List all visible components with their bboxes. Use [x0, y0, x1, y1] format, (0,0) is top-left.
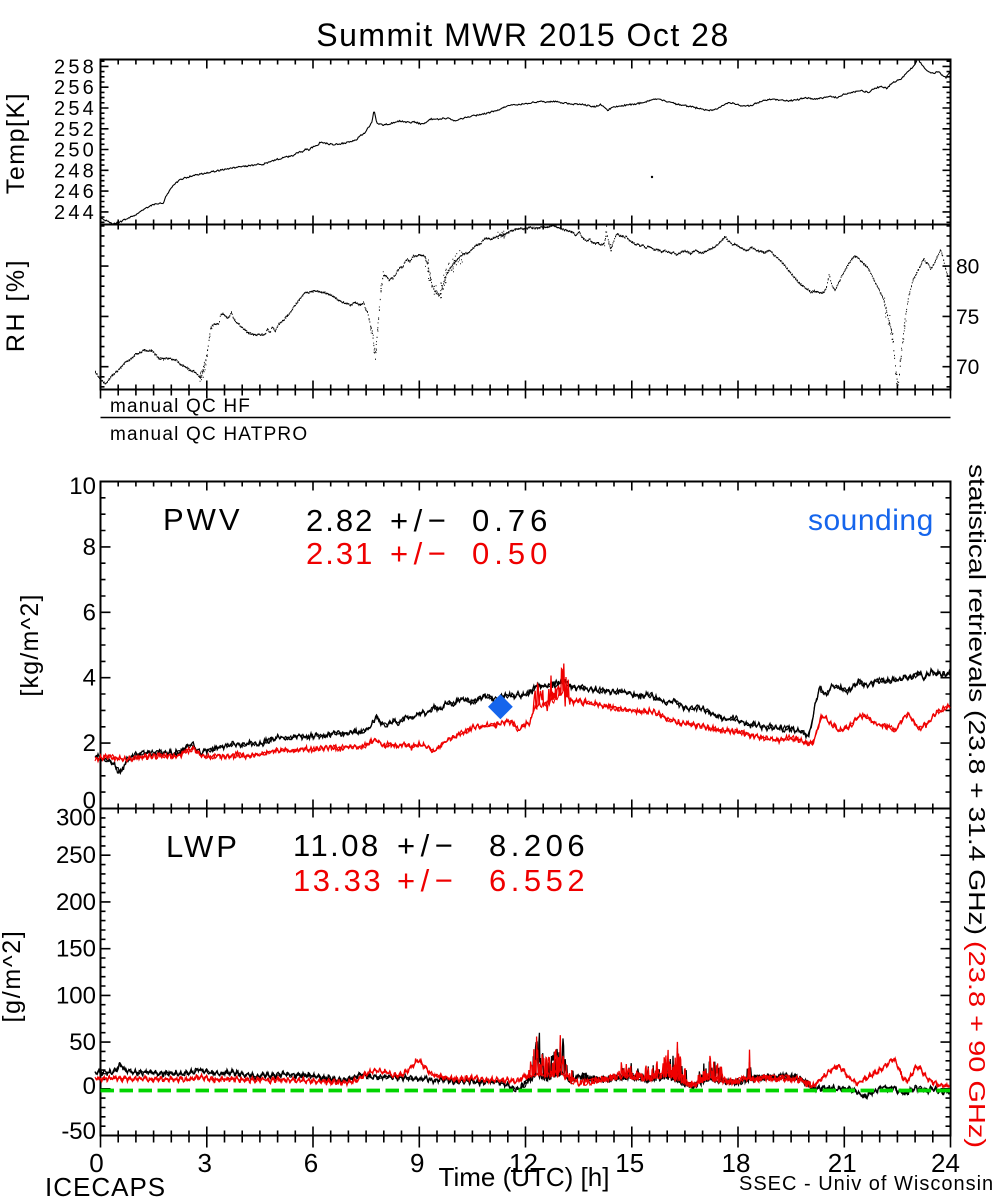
svg-text:10: 10 — [69, 473, 96, 500]
svg-text:+/−: +/− — [390, 503, 451, 538]
svg-text:254: 254 — [54, 98, 97, 120]
svg-text:244: 244 — [54, 202, 97, 224]
svg-text:6: 6 — [83, 599, 96, 626]
svg-text:13.33: 13.33 — [293, 863, 383, 898]
svg-text:9: 9 — [410, 1148, 424, 1178]
svg-text:80: 80 — [956, 256, 979, 279]
svg-text:0: 0 — [83, 788, 96, 815]
svg-text:8.206: 8.206 — [489, 828, 589, 863]
svg-text:Temp[K]: Temp[K] — [2, 92, 30, 194]
svg-text:[kg/m^2]: [kg/m^2] — [16, 593, 44, 696]
svg-text:250: 250 — [54, 140, 97, 162]
svg-text:LWP: LWP — [166, 829, 240, 864]
svg-text:2.31: 2.31 — [306, 536, 374, 571]
svg-text:PWV: PWV — [163, 502, 243, 537]
svg-text:0: 0 — [89, 1148, 103, 1178]
svg-text:100: 100 — [56, 982, 96, 1009]
svg-text:manual QC HF: manual QC HF — [110, 396, 251, 417]
svg-text:+/−: +/− — [390, 536, 451, 571]
svg-text:+/−: +/− — [397, 828, 458, 863]
svg-text:300: 300 — [56, 805, 96, 832]
svg-text:2: 2 — [83, 730, 96, 757]
svg-text:15: 15 — [615, 1148, 644, 1178]
svg-text:256: 256 — [54, 77, 97, 99]
svg-text:2.82: 2.82 — [306, 503, 374, 538]
svg-text:50: 50 — [69, 1029, 96, 1056]
svg-text:0.76: 0.76 — [472, 503, 552, 538]
svg-text:250: 250 — [56, 842, 96, 869]
svg-text:RH [%]: RH [%] — [2, 258, 30, 352]
svg-text:70: 70 — [956, 356, 979, 379]
svg-text:150: 150 — [56, 936, 96, 963]
svg-text:4: 4 — [83, 665, 96, 692]
svg-text:statistical retrievals (23.8 +: statistical retrievals (23.8 + 31.4 GHz) — [964, 464, 990, 935]
svg-text:248: 248 — [54, 160, 97, 182]
svg-text:SSEC - Univ of Wisconsin: SSEC - Univ of Wisconsin — [739, 1173, 994, 1195]
svg-text:18: 18 — [722, 1148, 751, 1178]
svg-text:ICECAPS: ICECAPS — [45, 1172, 166, 1200]
svg-text:258: 258 — [54, 56, 97, 78]
svg-text:8: 8 — [83, 534, 96, 561]
svg-text:sounding: sounding — [808, 504, 934, 537]
svg-text:21: 21 — [828, 1148, 857, 1178]
svg-text:24: 24 — [931, 1148, 960, 1178]
svg-text:75: 75 — [956, 306, 979, 329]
svg-text:-50: -50 — [61, 1118, 96, 1145]
svg-text:200: 200 — [56, 889, 96, 916]
svg-text:0: 0 — [83, 1073, 96, 1100]
svg-text:6: 6 — [304, 1148, 318, 1178]
svg-text:252: 252 — [54, 119, 97, 141]
svg-text:manual QC HATPRO: manual QC HATPRO — [110, 424, 308, 445]
svg-text:Time (UTC) [h]: Time (UTC) [h] — [439, 1162, 610, 1192]
svg-text:3: 3 — [198, 1148, 212, 1178]
svg-text:11.08: 11.08 — [293, 828, 381, 863]
svg-text:Summit MWR 2015 Oct 28: Summit MWR 2015 Oct 28 — [316, 17, 730, 53]
svg-text:[g/m^2]: [g/m^2] — [0, 929, 26, 1022]
svg-text:+/−: +/− — [397, 863, 458, 898]
svg-text:0.50: 0.50 — [472, 536, 552, 571]
svg-text:6.552: 6.552 — [489, 863, 589, 898]
svg-text:(23.8 + 90 GHz): (23.8 + 90 GHz) — [964, 941, 990, 1148]
svg-text:246: 246 — [54, 181, 97, 203]
svg-text:12: 12 — [509, 1148, 538, 1178]
